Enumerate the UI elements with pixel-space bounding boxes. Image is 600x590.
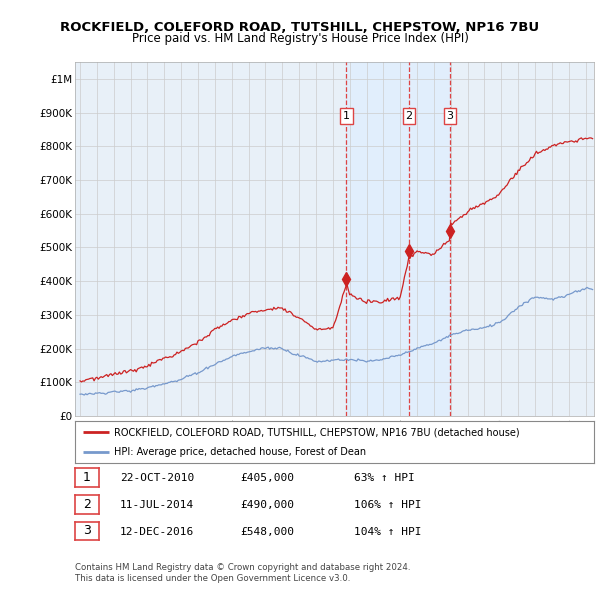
Text: £548,000: £548,000: [240, 527, 294, 536]
Text: 11-JUL-2014: 11-JUL-2014: [120, 500, 194, 510]
Text: ROCKFIELD, COLEFORD ROAD, TUTSHILL, CHEPSTOW, NP16 7BU: ROCKFIELD, COLEFORD ROAD, TUTSHILL, CHEP…: [61, 21, 539, 34]
Text: 1: 1: [343, 111, 350, 121]
Text: 106% ↑ HPI: 106% ↑ HPI: [354, 500, 421, 510]
Text: HPI: Average price, detached house, Forest of Dean: HPI: Average price, detached house, Fore…: [114, 447, 366, 457]
Text: £405,000: £405,000: [240, 474, 294, 483]
Text: 3: 3: [446, 111, 454, 121]
Text: £490,000: £490,000: [240, 500, 294, 510]
Text: 2: 2: [406, 111, 413, 121]
Text: 63% ↑ HPI: 63% ↑ HPI: [354, 474, 415, 483]
Text: Contains HM Land Registry data © Crown copyright and database right 2024.: Contains HM Land Registry data © Crown c…: [75, 563, 410, 572]
Text: 1: 1: [83, 471, 91, 484]
Text: Price paid vs. HM Land Registry's House Price Index (HPI): Price paid vs. HM Land Registry's House …: [131, 32, 469, 45]
Text: 3: 3: [83, 525, 91, 537]
Text: This data is licensed under the Open Government Licence v3.0.: This data is licensed under the Open Gov…: [75, 574, 350, 583]
Text: ROCKFIELD, COLEFORD ROAD, TUTSHILL, CHEPSTOW, NP16 7BU (detached house): ROCKFIELD, COLEFORD ROAD, TUTSHILL, CHEP…: [114, 427, 520, 437]
Text: 22-OCT-2010: 22-OCT-2010: [120, 474, 194, 483]
Text: 12-DEC-2016: 12-DEC-2016: [120, 527, 194, 536]
Bar: [346, 62, 450, 416]
Text: 2: 2: [83, 498, 91, 511]
Text: 104% ↑ HPI: 104% ↑ HPI: [354, 527, 421, 536]
